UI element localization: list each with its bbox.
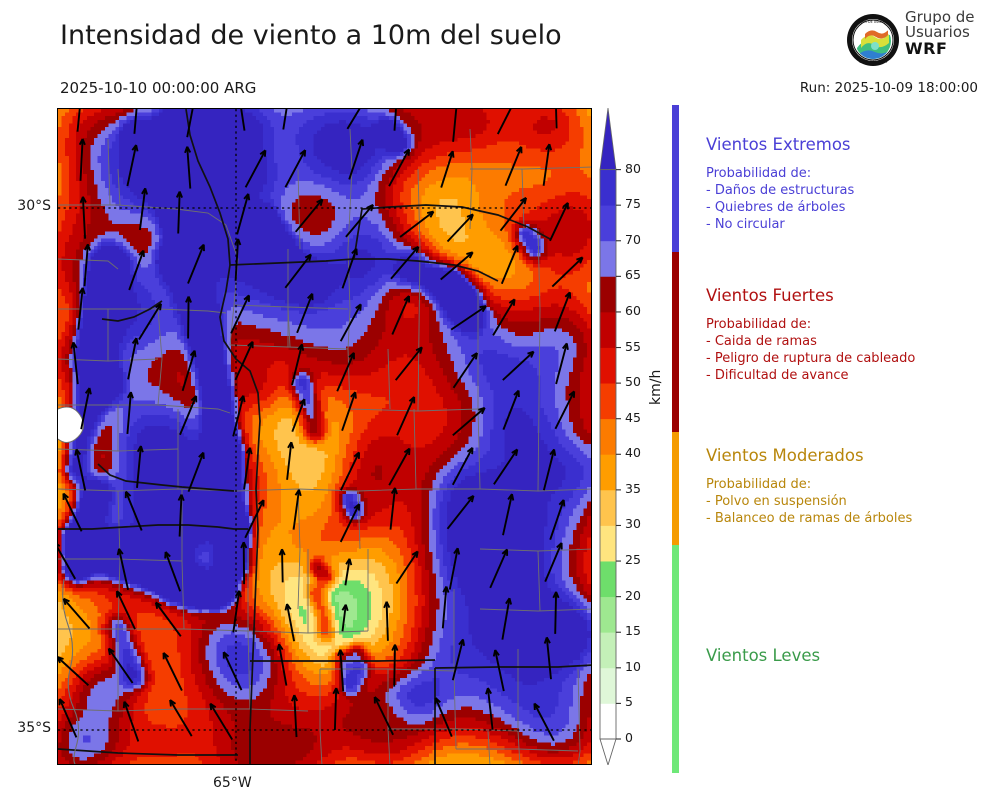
colorbar-tick-label: 55: [625, 338, 641, 354]
logo-line-1: Grupo de: [905, 8, 975, 26]
valid-time-label: 2025-10-10 00:00:00 ARG: [60, 79, 257, 97]
map-frame: [57, 108, 592, 765]
colorbar-tick-label: 45: [625, 409, 641, 425]
colorbar-tick-label: 10: [625, 658, 641, 674]
colorbar-unit-label: km/h: [648, 369, 664, 405]
legend-category-title: Vientos Fuertes: [706, 286, 834, 305]
logo-line-2: Usuarios: [905, 23, 970, 42]
legend-category-title: Vientos Leves: [706, 646, 821, 665]
colorbar-tick-label: 75: [625, 196, 641, 212]
svg-text:WRF ARGENTINA: WRF ARGENTINA: [859, 60, 888, 64]
wind-map[interactable]: 30°S 35°S 65°W: [17, 108, 592, 791]
legend-category-title: Vientos Moderados: [706, 446, 864, 465]
legend-color-bar: [672, 105, 679, 252]
legend-item: - Polvo en suspensión: [706, 494, 847, 510]
lat-tick-label: 35°S: [17, 720, 51, 736]
colorbar-tick-label: 20: [625, 587, 641, 603]
legend-category: Vientos Leves: [706, 646, 820, 676]
lat-tick-label: 30°S: [17, 198, 51, 214]
legend-color-bar: [672, 252, 679, 432]
legend-item: - Daños de estructuras: [706, 183, 855, 199]
logo-line-3: WRF: [905, 38, 948, 58]
legend-item: - Quiebres de árboles: [706, 200, 846, 216]
severity-legend: Vientos Extremos Probabilidad de: - Daños …: [672, 105, 992, 773]
legend-item: - Caida de ramas: [706, 334, 817, 350]
legend-color-bar: [672, 545, 679, 773]
legend-category-details: Probabilidad de: - Daños de estructuras - …: [706, 165, 854, 234]
legend-intro: Probabilidad de:: [706, 166, 812, 181]
legend-category-details: Probabilidad de: - Caida de ramas - Peligr…: [706, 316, 915, 385]
lon-tick-label: 65°W: [213, 775, 252, 791]
colorbar-tick-label: 0: [625, 730, 633, 745]
colorbar-tick-label: 25: [625, 552, 641, 568]
colorbar-tick-label: 65: [625, 267, 641, 283]
colorbar-tick-label: 15: [625, 623, 641, 639]
colorbar-tick-label: 40: [625, 445, 641, 461]
colorbar-gradient: [599, 107, 621, 767]
legend-category-details: Probabilidad de: - Polvo en suspensión - B…: [706, 476, 912, 527]
page-title: Intensidad de viento a 10m del suelo: [60, 20, 562, 51]
map-canvas: [58, 109, 591, 764]
legend-category: Vientos Moderados Probabilidad de: - Polvo…: [706, 446, 912, 527]
colorbar: 0 5 10 15 20 25 30 35 40 45 50 55 60 65 70 75 80: [598, 107, 641, 767]
legend-category-title: Vientos Extremos: [706, 135, 851, 154]
colorbar-tick-label: 5: [625, 694, 633, 710]
colorbar-tick-label: 30: [625, 516, 641, 532]
legend-item: - No circular: [706, 217, 785, 233]
brand-logo: GRUPO DE USUARIOS WRF ARGENTINA Grupo de…: [845, 8, 995, 72]
legend-color-bar: [672, 432, 679, 545]
wrf-globe-emblem-icon: GRUPO DE USUARIOS WRF ARGENTINA: [847, 14, 899, 66]
legend-category: Vientos Extremos Probabilidad de: - Daños …: [706, 135, 854, 234]
colorbar-tick-label: 60: [625, 302, 641, 318]
svg-text:GRUPO DE USUARIOS: GRUPO DE USUARIOS: [855, 20, 891, 24]
colorbar-tick-label: 50: [625, 374, 641, 390]
colorbar-tick-label: 70: [625, 231, 641, 247]
run-time-label: Run: 2025-10-09 18:00:00: [799, 80, 978, 96]
legend-intro: Probabilidad de:: [706, 317, 812, 332]
legend-category: Vientos Fuertes Probabilidad de: - Caida d…: [706, 286, 915, 385]
legend-intro: Probabilidad de:: [706, 477, 812, 492]
colorbar-tick-label: 80: [625, 160, 641, 176]
legend-item: - Peligro de ruptura de cableado: [706, 351, 916, 367]
legend-item: - Balanceo de ramas de árboles: [706, 511, 913, 527]
colorbar-tick-label: 35: [625, 480, 641, 496]
legend-item: - Dificultad de avance: [706, 368, 849, 384]
